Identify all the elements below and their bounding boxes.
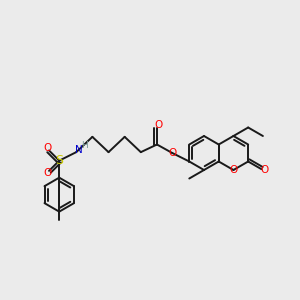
Text: O: O: [155, 121, 163, 130]
Text: O: O: [168, 148, 176, 158]
Text: H: H: [81, 141, 88, 150]
Text: S: S: [55, 154, 63, 167]
Text: N: N: [75, 145, 83, 155]
Text: O: O: [261, 165, 269, 175]
Text: O: O: [43, 168, 51, 178]
Text: O: O: [229, 165, 238, 175]
Text: O: O: [43, 143, 51, 154]
